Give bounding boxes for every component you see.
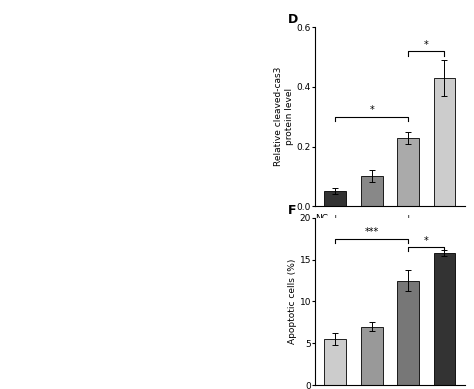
Text: +: + [441, 229, 448, 238]
Text: -: - [370, 214, 374, 223]
Text: *: * [369, 105, 374, 116]
Bar [397, 280, 419, 385]
Bar [361, 327, 383, 385]
Text: *: * [424, 40, 428, 50]
Y-axis label: Relative cleaved-cas3
protein level: Relative cleaved-cas3 protein level [274, 67, 294, 166]
Text: NC: NC [315, 214, 328, 223]
Y-axis label: Apoptotic cells (%): Apoptotic cells (%) [288, 259, 297, 344]
Text: siRNF157: siRNF157 [315, 229, 358, 238]
Bar [397, 138, 419, 206]
Text: -: - [443, 214, 446, 223]
Text: *: * [424, 236, 428, 246]
Bar [434, 78, 456, 206]
Text: H₂O₂: H₂O₂ [315, 244, 336, 253]
Bar [324, 191, 346, 206]
Bar [434, 253, 456, 385]
Text: +: + [368, 229, 375, 238]
Text: +: + [404, 214, 412, 223]
Text: +: + [331, 214, 339, 223]
Text: -: - [334, 244, 337, 253]
Text: ***: *** [365, 228, 379, 238]
Text: +: + [404, 244, 412, 253]
Text: -: - [406, 229, 410, 238]
Bar [324, 339, 346, 385]
Text: F: F [288, 205, 297, 217]
Text: +: + [441, 244, 448, 253]
Bar [361, 176, 383, 206]
Text: D: D [288, 13, 299, 26]
Text: -: - [370, 244, 374, 253]
Text: -: - [334, 229, 337, 238]
